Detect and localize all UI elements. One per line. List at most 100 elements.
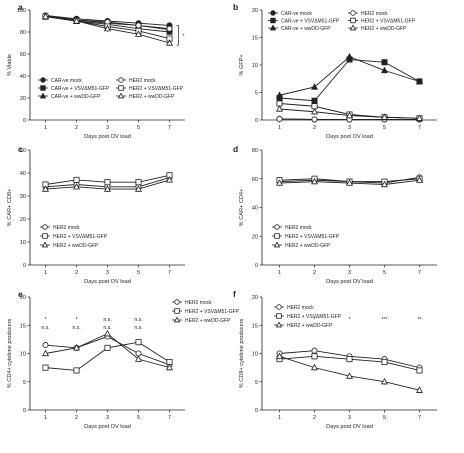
- chart-e: e 0 5 10 15 20 1 2 3 5 7 Days post OV load % CD4+ cy…: [7, 289, 240, 430]
- legend-label: HER2 mock: [129, 78, 156, 84]
- data-point: [103, 185, 112, 192]
- legend-label: HER2 + wwDD-GFP: [53, 243, 99, 249]
- x-tick-label: 5: [383, 125, 386, 131]
- legend-marker: [42, 224, 48, 230]
- y-tick-label: 80: [252, 148, 258, 154]
- series: [42, 339, 173, 374]
- series-line: [279, 56, 420, 96]
- legend-label: CAR-ve mock: [281, 11, 312, 17]
- x-tick-label: 2: [75, 125, 78, 131]
- x-tick-label: 3: [106, 415, 109, 421]
- data-point: [345, 111, 354, 119]
- data-point: [346, 356, 353, 363]
- y-tick-label: 15: [252, 323, 258, 329]
- y-tick-label: 50: [20, 148, 26, 154]
- legend-label: HER2 + VSVΔM51-GFP: [129, 86, 184, 92]
- data-point: [345, 52, 354, 60]
- significance-mark: *: [313, 317, 315, 323]
- data-point: [165, 176, 174, 183]
- y-tick-label: 10: [20, 352, 26, 358]
- y-axis-label: % Viable: [7, 54, 13, 76]
- y-tick-label: 20: [252, 295, 258, 301]
- data-point: [103, 329, 112, 337]
- data-point: [380, 180, 389, 188]
- y-tick-label: 0: [23, 408, 26, 414]
- data-point: [275, 179, 284, 186]
- legend-label: HER2 mock: [185, 300, 212, 306]
- series: [276, 56, 423, 104]
- data-point: [103, 24, 112, 32]
- y-tick-label: 60: [20, 52, 26, 58]
- data-point: [104, 179, 111, 186]
- x-tick-label: 5: [137, 125, 140, 131]
- data-point: [311, 116, 318, 123]
- y-tick-label: 15: [20, 323, 26, 329]
- x-tick-label: 7: [168, 415, 171, 421]
- significance-mark: n.s.: [134, 325, 142, 331]
- x-tick-label: 3: [348, 415, 351, 421]
- series: [41, 329, 174, 371]
- significance-mark: n.s.: [103, 325, 111, 331]
- legend-marker: [269, 24, 277, 31]
- y-axis-label: % CAR+ CD4+: [239, 189, 245, 227]
- y-tick-label: 5: [255, 91, 258, 97]
- y-axis-label: % CD8+ cytokine producers: [239, 319, 245, 389]
- data-point: [275, 91, 284, 98]
- panel-label: e: [18, 289, 23, 299]
- x-tick-label: 1: [278, 270, 281, 276]
- data-point: [311, 347, 318, 354]
- x-tick-label: 7: [168, 270, 171, 276]
- x-tick-label: 5: [383, 415, 386, 421]
- y-tick-label: 40: [252, 206, 258, 212]
- legend-label: HER2 + wwDD-GFP: [129, 94, 175, 100]
- series: [275, 52, 424, 99]
- data-point: [41, 349, 50, 357]
- y-tick-label: 10: [20, 240, 26, 246]
- x-tick-label: 3: [106, 125, 109, 131]
- x-tick-label: 1: [278, 125, 281, 131]
- panel-label: d: [233, 144, 238, 154]
- chart-b: b 0 5 10 15 20 1 2 3 5 7 Days post OV load % GFP+ CAR…: [233, 2, 437, 140]
- legend-label: HER2 + VSVΔM51-GFP: [185, 309, 240, 315]
- chart-d: d 0 20 40 60 80 1 2 3 5 7 Days post OV load % CAR+ C…: [233, 144, 437, 285]
- legend-label: HER2 + wwDD-GFP: [285, 243, 331, 249]
- data-point: [73, 367, 80, 374]
- data-point: [380, 66, 389, 74]
- data-point: [135, 350, 142, 357]
- y-axis-label: % CD4+ cytokine producers: [7, 319, 13, 389]
- data-point: [42, 364, 49, 371]
- y-tick-label: 20: [20, 295, 26, 301]
- legend-label: HER2 + wwDD-GFP: [287, 323, 333, 329]
- series-line: [279, 59, 420, 102]
- x-tick-label: 7: [418, 415, 421, 421]
- significance-mark: n.s.: [103, 317, 111, 323]
- data-point: [41, 185, 50, 192]
- legend-marker: [350, 17, 356, 24]
- legend-label: HER2 mock: [53, 225, 80, 231]
- x-tick-label: 2: [75, 415, 78, 421]
- data-point: [165, 363, 174, 371]
- x-axis-label: Days post OV load: [326, 134, 373, 140]
- significance-mark: *: [75, 317, 77, 323]
- data-point: [41, 12, 50, 20]
- legend-marker: [270, 10, 276, 16]
- x-tick-label: 2: [313, 125, 316, 131]
- data-point: [134, 30, 143, 37]
- significance-mark: n.s.: [134, 317, 142, 323]
- significance-mark: *: [348, 317, 350, 323]
- x-tick-label: 5: [383, 270, 386, 276]
- x-tick-label: 1: [44, 125, 47, 131]
- legend-marker: [41, 241, 49, 248]
- legend-marker: [276, 313, 282, 319]
- data-point: [310, 177, 319, 185]
- legend-marker: [174, 299, 180, 305]
- legend-label: CAR-ve + wwDD-GFP: [51, 94, 101, 100]
- panel-label: f: [233, 289, 236, 299]
- y-tick-label: 60: [252, 177, 258, 183]
- x-tick-label: 3: [348, 125, 351, 131]
- legend-marker: [40, 85, 46, 91]
- legend-label: CAR-ve mock: [51, 78, 82, 84]
